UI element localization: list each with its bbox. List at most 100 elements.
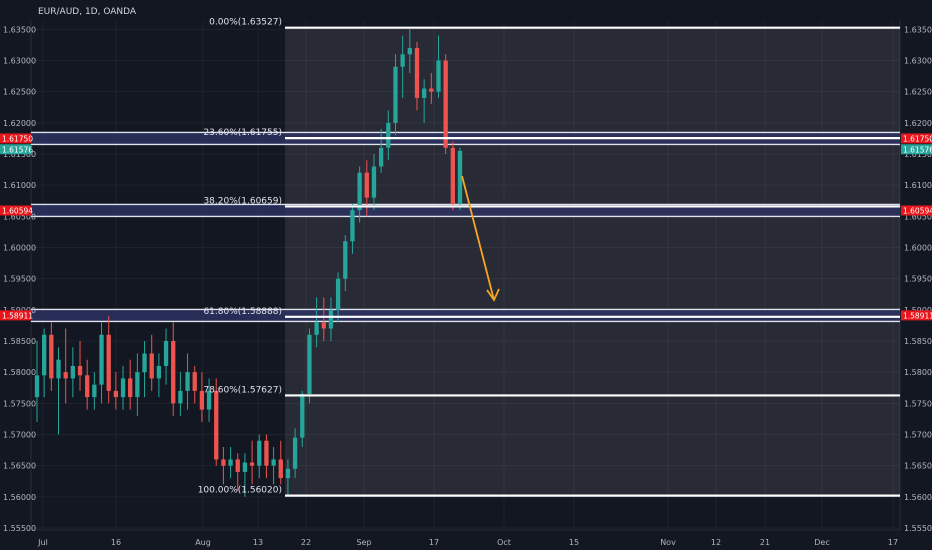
support-bands [31, 131, 900, 323]
x-tick-label: Aug [195, 538, 211, 547]
price-tag-label: 1.61750 [903, 134, 932, 143]
right-price-axis[interactable]: 1.63500 1.63000 1.62500 1.62000 1.61500 1.610… [901, 25, 932, 533]
price-tag-label: 1.60594 [903, 206, 932, 215]
candle-body [106, 334, 111, 391]
fib-label: 23.60%(1.61755) [203, 128, 282, 138]
candle-body [335, 278, 341, 310]
y-tick-label: 1.59000 [3, 306, 36, 315]
price-tag [901, 133, 932, 144]
candle-body [357, 172, 362, 211]
left-price-axis[interactable]: 1.63500 1.63000 1.62500 1.62000 1.61500 1.610… [0, 25, 36, 533]
price-tag [901, 144, 932, 155]
x-tick-label: 21 [760, 538, 770, 547]
x-tick-label: Oct [497, 538, 511, 547]
candle-body [199, 390, 205, 410]
price-tag-label: 1.58911 [2, 311, 33, 320]
candle-body [142, 353, 147, 373]
candle-body [77, 365, 83, 376]
candle-body [378, 147, 384, 167]
candle-body [321, 322, 326, 329]
candle-body [436, 60, 441, 92]
y-tick-label: 1.63500 [3, 25, 36, 34]
candle-body [443, 60, 448, 148]
candle-body [92, 384, 97, 398]
price-tag [0, 133, 31, 144]
fib-label: 38.20%(1.60659) [203, 196, 282, 206]
y-tick-label: 1.59000 [904, 306, 932, 315]
candle-body [49, 334, 54, 379]
candle-body [386, 122, 391, 148]
y-tick-label: 1.56500 [904, 462, 932, 471]
x-tick-label: 13 [253, 538, 263, 547]
candle-body [450, 147, 455, 204]
price-tag-label: 1.61576 [903, 145, 932, 154]
price-tag-label: 1.60594 [2, 206, 33, 215]
y-tick-label: 1.55500 [3, 524, 36, 533]
y-tick-label: 1.60000 [904, 244, 932, 253]
x-tick-label: Dec [814, 538, 829, 547]
x-tick-label: 15 [569, 538, 579, 547]
x-tick-label: Nov [660, 538, 676, 547]
x-tick-label: Sep [356, 538, 371, 547]
candle-body [113, 390, 119, 398]
fib-zone-fill [285, 27, 900, 496]
y-tick-label: 1.62000 [904, 119, 932, 128]
candle-body [422, 88, 427, 98]
fib-levels: 0.00%(1.63527) 23.60%(1.61755) 38.20%(1.60… [198, 18, 900, 497]
candle-body [171, 341, 176, 404]
candle-body [264, 440, 269, 466]
candle-body [206, 390, 212, 410]
candle-body [393, 66, 398, 123]
candle-body [429, 88, 434, 92]
y-tick-label: 1.63500 [904, 25, 932, 34]
candle-body [214, 390, 219, 460]
y-tick-label: 1.57000 [904, 431, 932, 440]
candle-body [407, 48, 412, 55]
x-tick-label: Jul [37, 538, 48, 547]
candle-body [364, 172, 369, 198]
y-tick-label: 1.58000 [3, 368, 36, 377]
price-tag [0, 205, 31, 216]
candle-body [163, 341, 169, 366]
y-tick-label: 1.57500 [3, 399, 36, 408]
y-tick-label: 1.60000 [3, 244, 36, 253]
candle-body [34, 375, 40, 398]
candle-body [56, 359, 61, 379]
fib-label: 78.60%(1.57627) [203, 385, 282, 395]
candle-body [192, 372, 197, 391]
candle-body [185, 372, 190, 391]
y-tick-label: 1.63000 [3, 57, 36, 66]
fib-label: 100.00%(1.56020) [198, 486, 282, 496]
candle-body [328, 309, 334, 329]
price-tag-label: 1.61750 [2, 134, 33, 143]
y-tick-label: 1.59500 [904, 275, 932, 284]
price-tag [0, 144, 31, 155]
fib-label: 61.80%(1.58888) [203, 307, 282, 317]
candle-body [307, 334, 312, 394]
price-tag [0, 310, 31, 321]
candle-body [271, 459, 276, 466]
candle-body [63, 372, 68, 379]
y-tick-label: 1.61500 [904, 150, 932, 159]
fib-zone [285, 27, 900, 496]
arrow-shaft [461, 175, 495, 301]
y-tick-label: 1.55500 [904, 524, 932, 533]
candle-body [235, 459, 240, 472]
candle-body [314, 322, 319, 335]
candle-body [371, 166, 377, 198]
y-tick-label: 1.56000 [3, 493, 36, 502]
x-tick-label: 16 [111, 538, 121, 547]
candle-body [343, 241, 348, 279]
y-tick-label: 1.61000 [3, 181, 36, 190]
candle-body [221, 459, 226, 466]
y-tick-label: 1.61000 [904, 181, 932, 190]
x-tick-label: 12 [711, 538, 721, 547]
y-tick-label: 1.62500 [904, 88, 932, 97]
candle-body [128, 378, 133, 398]
y-tick-label: 1.62500 [3, 88, 36, 97]
candle-body [414, 48, 420, 98]
time-axis[interactable]: Jul 16 Aug 13 22 Sep 17 Oct 15 Nov 12 21 Dec 17 [37, 538, 898, 547]
price-tag [901, 205, 932, 216]
x-tick-label: 17 [429, 538, 439, 547]
